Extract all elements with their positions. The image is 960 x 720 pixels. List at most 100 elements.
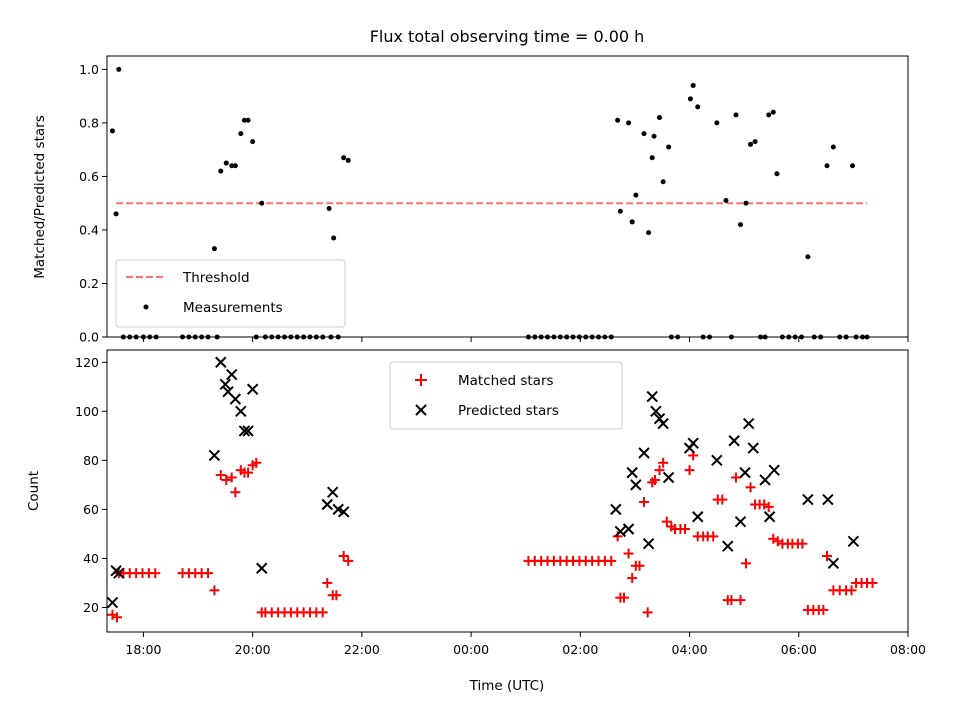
matched-point: [619, 592, 630, 603]
measurement-point: [626, 120, 632, 126]
legend-threshold-label: Threshold: [182, 270, 250, 286]
predicted-point: [614, 525, 627, 538]
y-tick-label: 100: [75, 404, 99, 419]
predicted-point: [822, 493, 834, 506]
measurement-point: [641, 131, 647, 137]
matched-point: [730, 472, 741, 483]
legend-matched-swatch: [415, 374, 427, 386]
legend-matched-label: Matched stars: [458, 373, 554, 389]
x-tick-label: 02:00: [562, 642, 598, 657]
measurement-point: [109, 128, 115, 134]
series-measurements: [109, 66, 870, 340]
matched-point: [684, 465, 695, 476]
measurement-point: [241, 117, 247, 123]
predicted-point: [657, 417, 669, 430]
predicted-point: [802, 493, 814, 506]
measurement-point: [748, 141, 754, 147]
matched-point: [317, 607, 328, 618]
matched-point: [215, 470, 226, 481]
matched-point: [226, 472, 237, 483]
x-tick-label: 18:00: [125, 642, 161, 657]
predicted-point: [734, 515, 747, 528]
y-tick-label: 40: [83, 551, 99, 566]
measurement-point: [657, 115, 663, 121]
measurement-point: [714, 120, 720, 126]
count-legend-box: [389, 361, 623, 430]
y-tick-label: 120: [75, 355, 99, 370]
predicted-point: [768, 464, 780, 476]
matched-point: [726, 595, 737, 606]
matched-point: [642, 607, 653, 618]
legend-measurements-swatch: [143, 304, 149, 310]
predicted-point: [327, 486, 339, 498]
measurement-point: [646, 230, 652, 236]
measurement-point: [660, 179, 666, 185]
measurement-point: [232, 163, 238, 169]
y-tick-label: 0.6: [79, 169, 99, 184]
measurement-point: [666, 144, 672, 150]
chart-title: Flux total observing time = 0.00 h: [370, 27, 645, 46]
predicted-point: [229, 393, 242, 405]
predicted-point: [743, 417, 755, 430]
matched-point: [867, 577, 878, 588]
matched-point: [623, 548, 634, 559]
measurement-point: [774, 171, 780, 177]
predicted-point: [235, 405, 247, 418]
matched-point: [322, 577, 333, 588]
x-tick-label: 20:00: [235, 642, 271, 657]
matched-point: [735, 595, 746, 606]
measurement-point: [259, 200, 265, 206]
matched-point: [331, 590, 342, 601]
predicted-point: [626, 466, 638, 479]
predicted-point: [215, 356, 227, 368]
predicted-point: [622, 523, 635, 535]
matched-point: [209, 585, 220, 596]
matched-point: [221, 474, 232, 485]
y-tick-label: 1.0: [79, 62, 99, 77]
predicted-point: [246, 383, 259, 395]
predicted-point: [662, 471, 675, 484]
legend-predicted-swatch: [415, 404, 427, 416]
series-matched-stars: [107, 450, 878, 623]
predicted-point: [759, 474, 771, 486]
predicted-point: [610, 503, 622, 516]
measurement-point: [331, 235, 337, 241]
predicted-point: [739, 466, 751, 479]
predicted-point: [630, 479, 642, 491]
y-tick-label: 60: [83, 502, 99, 517]
measurement-point: [223, 160, 229, 166]
x-tick-label: 06:00: [781, 642, 817, 657]
measurement-point: [250, 139, 256, 145]
matched-point: [251, 457, 262, 468]
y-tick-label: 0.0: [79, 330, 99, 345]
y-tick-label: 80: [83, 453, 99, 468]
measurement-point: [345, 157, 351, 163]
y-tick-label: 0.4: [79, 222, 99, 237]
predicted-point: [728, 435, 740, 447]
measurement-point: [830, 144, 836, 150]
measurement-point: [849, 163, 855, 169]
matched-point: [679, 524, 690, 535]
matched-point: [654, 465, 665, 476]
legend-measurements-label: Measurements: [183, 300, 283, 316]
legend-predicted-label: Predicted stars: [458, 403, 559, 419]
ratio-legend-box: [115, 259, 346, 328]
count-legend: Matched stars Predicted stars: [389, 361, 623, 430]
matched-point: [338, 550, 349, 561]
measurement-point: [633, 192, 639, 198]
measurement-point: [770, 109, 776, 115]
measurement-point: [218, 168, 224, 174]
count-x-axis-label: Time (UTC): [469, 678, 545, 694]
y-tick-label: 0.8: [79, 115, 99, 130]
predicted-point: [763, 511, 776, 523]
predicted-point: [225, 368, 238, 381]
predicted-point: [256, 562, 268, 574]
predicted-point: [321, 498, 333, 511]
measurement-point: [326, 206, 332, 212]
matched-point: [745, 482, 756, 493]
predicted-point: [219, 378, 232, 391]
matched-point: [763, 501, 774, 512]
matched-point: [797, 538, 808, 549]
series-predicted-stars: [106, 356, 860, 609]
ratio-axes-frame: [106, 55, 909, 338]
